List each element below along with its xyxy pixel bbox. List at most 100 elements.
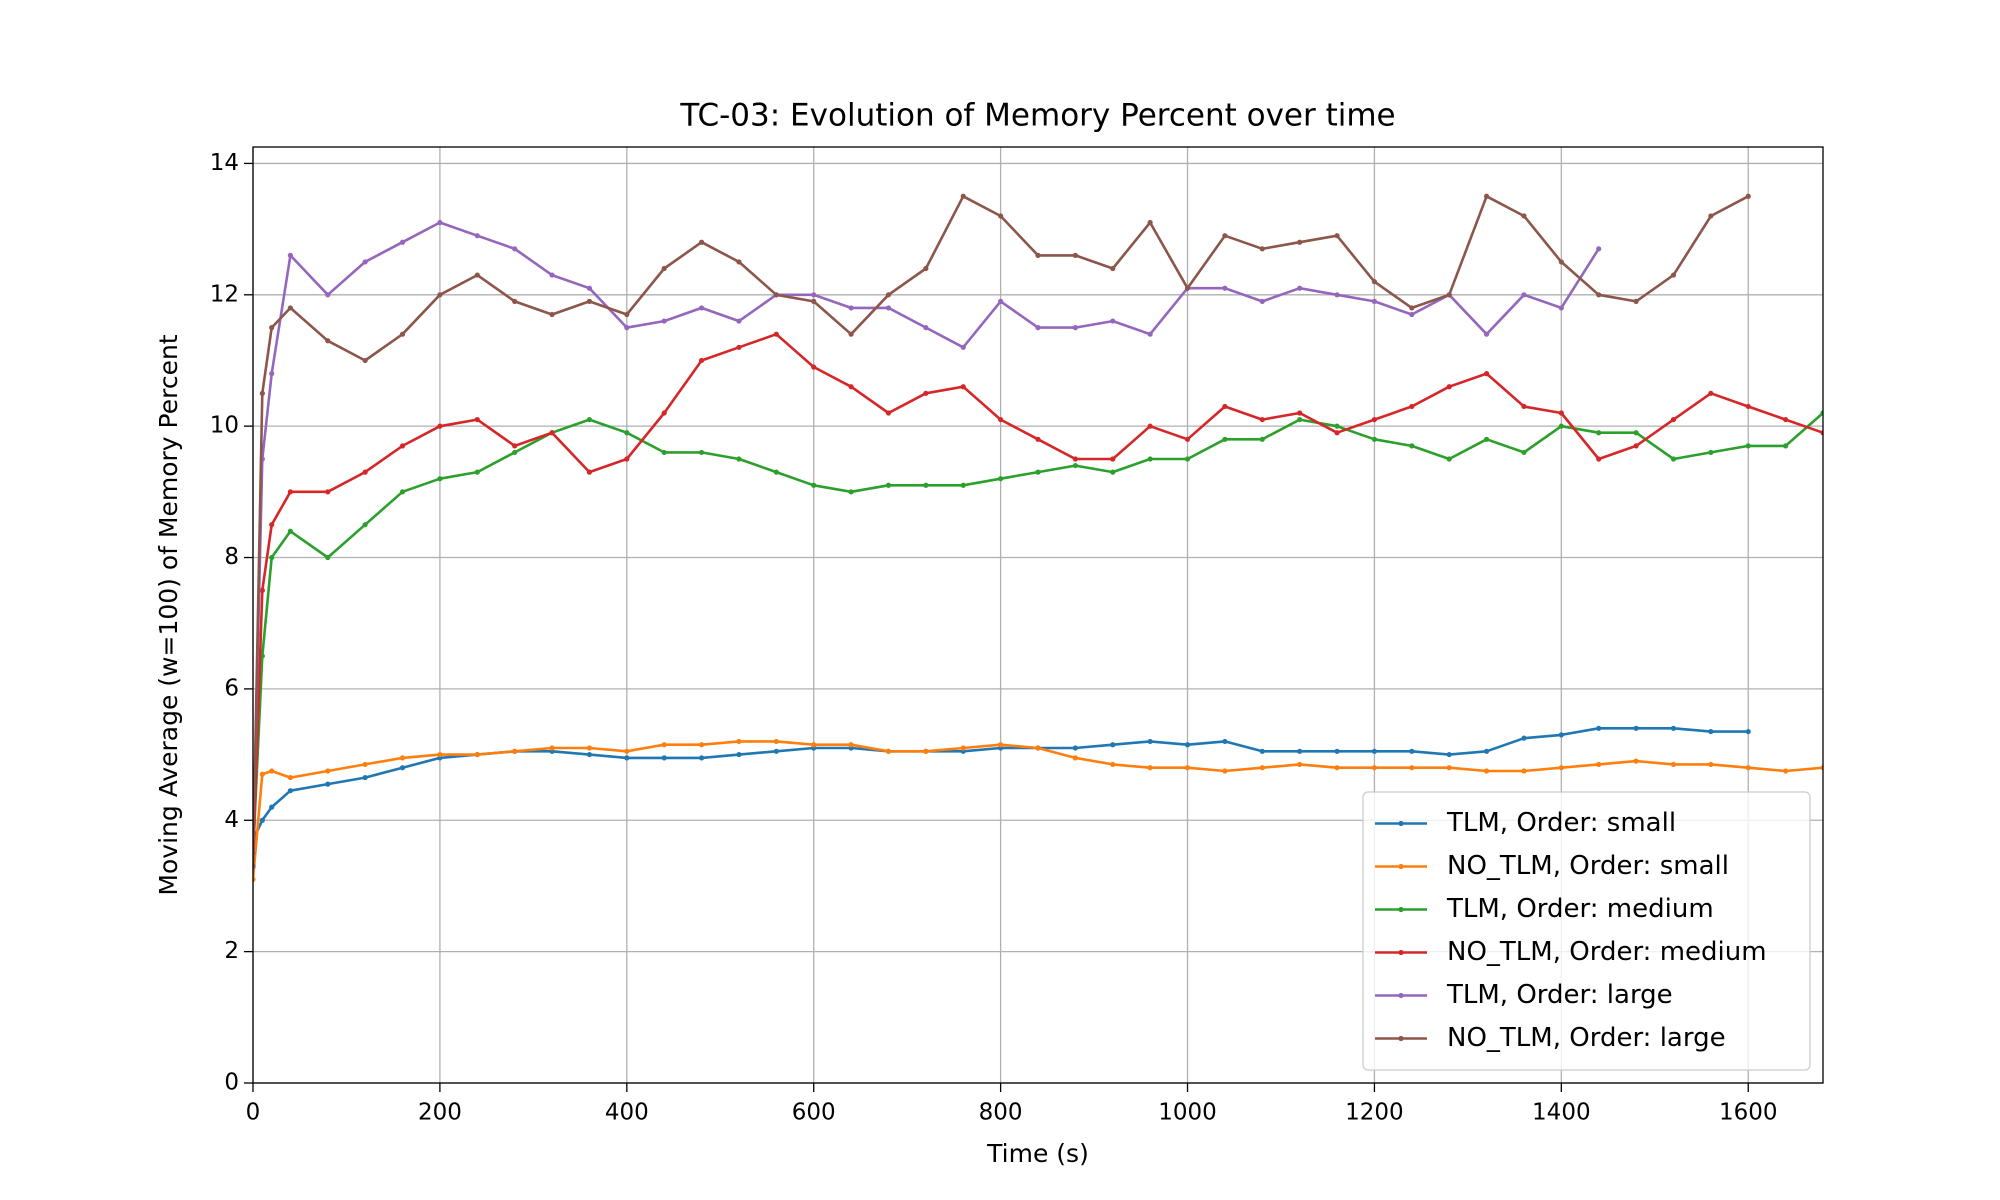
point [399, 239, 406, 245]
point [1558, 732, 1564, 738]
point [1483, 331, 1490, 337]
legend-marker [1398, 949, 1404, 956]
chart-title: TC-03: Evolution of Memory Percent over … [679, 98, 1395, 134]
point [1670, 272, 1677, 278]
point [362, 469, 368, 475]
point [399, 489, 406, 495]
point [1035, 436, 1041, 442]
point [1184, 285, 1191, 291]
point [586, 469, 593, 475]
y-axis-label: Moving Average (w=100) of Memory Percent [154, 334, 183, 895]
point [259, 817, 265, 823]
legend-marker [1398, 863, 1404, 870]
point [1371, 765, 1378, 771]
point [325, 489, 331, 495]
point [437, 292, 443, 298]
point [1446, 456, 1452, 462]
point [325, 781, 331, 787]
point [1147, 765, 1153, 771]
point [998, 298, 1004, 304]
point [773, 331, 779, 337]
point [1483, 436, 1490, 442]
point [885, 305, 892, 311]
point [1596, 761, 1602, 768]
point [1259, 765, 1265, 771]
point [736, 456, 742, 462]
point [1783, 443, 1789, 449]
point [1633, 725, 1639, 731]
point [1708, 449, 1714, 456]
point [1670, 761, 1677, 768]
point [1409, 765, 1415, 771]
point [998, 213, 1004, 219]
point [1633, 758, 1639, 764]
point [1110, 318, 1116, 324]
point [1446, 751, 1452, 758]
point [1596, 430, 1602, 436]
point [1521, 449, 1527, 456]
point [1334, 423, 1340, 429]
point [885, 748, 892, 754]
point [1222, 768, 1228, 774]
point [1147, 423, 1153, 429]
point [1072, 745, 1078, 751]
point [1596, 246, 1602, 252]
point [1371, 298, 1378, 304]
point [848, 305, 854, 311]
point [811, 292, 817, 298]
point [1745, 403, 1751, 410]
point [549, 311, 555, 318]
y-tick-label: 6 [224, 675, 239, 701]
legend-marker [1398, 906, 1404, 913]
point [362, 357, 368, 364]
point [399, 755, 406, 761]
point [512, 748, 518, 754]
point [1371, 279, 1378, 285]
point [549, 745, 555, 751]
point [1783, 768, 1789, 774]
point [1072, 456, 1078, 462]
point [1745, 443, 1751, 449]
point [1184, 742, 1191, 748]
point [698, 239, 705, 245]
plot-frame [252, 146, 1824, 1084]
point [474, 233, 480, 239]
point [437, 476, 443, 482]
point [1184, 436, 1191, 442]
point [624, 755, 630, 761]
point [269, 325, 275, 331]
x-tick-label: 200 [418, 1100, 462, 1126]
point [885, 482, 892, 488]
point [325, 768, 331, 774]
point [1558, 423, 1564, 429]
point [1259, 416, 1265, 423]
point [586, 751, 593, 758]
legend-label: NO_TLM, Order: medium [1447, 937, 1767, 967]
point [661, 318, 667, 324]
point [325, 338, 331, 344]
point [736, 738, 742, 745]
point [1147, 738, 1153, 745]
point [698, 449, 705, 456]
legend-marker [1398, 1035, 1404, 1042]
point [362, 761, 368, 768]
point [1783, 416, 1789, 423]
point [1670, 456, 1677, 462]
x-tick-label: 1400 [1532, 1100, 1591, 1126]
point [1222, 233, 1228, 239]
point [698, 305, 705, 311]
point [848, 331, 854, 337]
point [362, 774, 368, 781]
point [923, 390, 929, 396]
point [362, 522, 368, 528]
point [1222, 285, 1228, 291]
point [437, 751, 443, 758]
point [885, 292, 892, 298]
point [399, 765, 406, 771]
point [1409, 305, 1415, 311]
point [1446, 384, 1452, 390]
point [1110, 456, 1116, 462]
point [1409, 403, 1415, 410]
point [923, 748, 929, 754]
point [1259, 436, 1265, 442]
